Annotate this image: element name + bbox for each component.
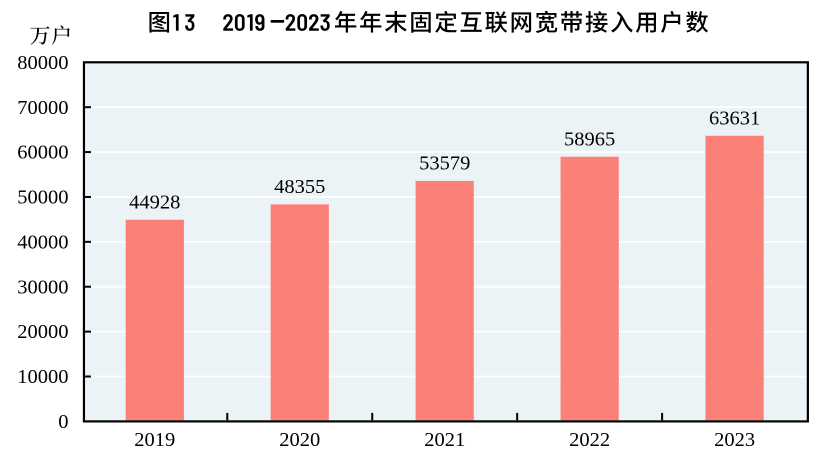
svg-text:2019: 2019 [134,429,175,451]
svg-text:40000: 40000 [17,231,68,253]
svg-text:2021: 2021 [424,429,465,451]
svg-text:44928: 44928 [129,192,180,214]
svg-text:53579: 53579 [419,153,470,175]
svg-text:2020: 2020 [279,429,320,451]
svg-text:60000: 60000 [17,142,68,164]
svg-text:80000: 80000 [17,52,68,74]
svg-text:10000: 10000 [17,366,68,388]
svg-text:30000: 30000 [17,276,68,298]
svg-text:20000: 20000 [17,321,68,343]
svg-text:58965: 58965 [564,129,615,151]
svg-text:0: 0 [58,411,68,433]
svg-text:2022: 2022 [569,429,610,451]
svg-text:2023: 2023 [714,429,755,451]
svg-text:63631: 63631 [709,108,760,130]
svg-text:48355: 48355 [274,176,325,198]
svg-text:50000: 50000 [17,187,68,209]
svg-text:70000: 70000 [17,97,68,119]
